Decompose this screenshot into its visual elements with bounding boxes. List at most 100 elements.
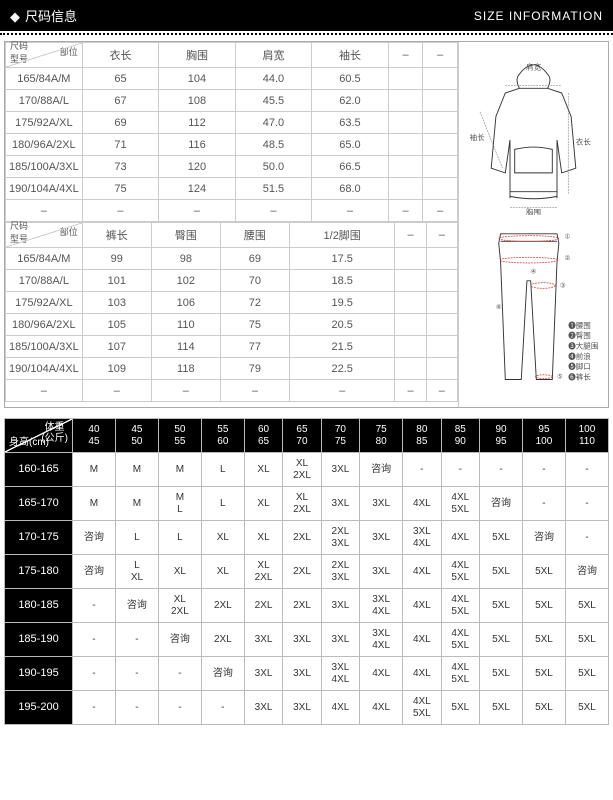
col-header: – [426, 223, 457, 248]
size-cell: 107 [82, 336, 151, 358]
rec-cell: 3XL [360, 555, 403, 589]
rec-cell: L [158, 521, 201, 555]
weight-header: 7075 [321, 419, 359, 453]
recommendation-section: 体重(公斤)身高(cm)4045455050555560606565707075… [4, 418, 609, 725]
rec-cell: M [73, 453, 116, 487]
rec-cell: 5XL [480, 623, 523, 657]
size-cell: 60.5 [312, 68, 389, 90]
top-size-table: 部位尺码型号衣长胸围肩宽袖长––165/84A/M6510444.060.517… [5, 42, 458, 222]
rec-cell: L [115, 521, 158, 555]
size-cell: 116 [159, 134, 236, 156]
col-header: – [388, 43, 423, 68]
rec-cell: 5XL [441, 691, 479, 725]
corner-cell: 部位尺码型号 [6, 43, 83, 68]
rec-cell: 3XL [360, 521, 403, 555]
svg-text:⑤: ⑤ [557, 373, 563, 381]
rec-cell: - [73, 657, 116, 691]
size-cell: 110 [151, 314, 220, 336]
rec-cell: 3XL [244, 623, 282, 657]
size-cell: – [423, 200, 458, 222]
size-cell [395, 314, 426, 336]
rec-cell: - [403, 453, 441, 487]
rec-cell: - [522, 487, 565, 521]
size-cell [423, 112, 458, 134]
size-cell: 114 [151, 336, 220, 358]
rec-cell: M [158, 453, 201, 487]
weight-header: 6570 [283, 419, 321, 453]
svg-text:①: ① [565, 233, 571, 241]
rec-cell: - [565, 487, 608, 521]
rec-cell: 2XL [283, 555, 321, 589]
title-en: SIZE INFORMATION [474, 9, 603, 23]
size-cell: 65 [82, 68, 159, 90]
rec-cell: 3XL [283, 657, 321, 691]
size-cell [388, 112, 423, 134]
size-cell: – [388, 200, 423, 222]
weight-header: 5055 [158, 419, 201, 453]
rec-cell: - [480, 453, 523, 487]
size-cell: – [151, 380, 220, 402]
size-cell: 73 [82, 156, 159, 178]
rec-cell: - [158, 657, 201, 691]
height-header: 180-185 [5, 589, 73, 623]
height-header: 175-180 [5, 555, 73, 589]
rec-cell: XL 2XL [283, 453, 321, 487]
size-cell: 98 [151, 248, 220, 270]
rec-cell: 咨询 [73, 521, 116, 555]
rec-cell: 咨询 [115, 589, 158, 623]
weight-header: 6065 [244, 419, 282, 453]
size-cell [395, 336, 426, 358]
rec-cell: 3XL [321, 487, 359, 521]
size-cell: 18.5 [289, 270, 395, 292]
rec-cell: XL [158, 555, 201, 589]
rec-cell: 5XL [480, 657, 523, 691]
rec-cell: 3XL 4XL [403, 521, 441, 555]
size-cell: – [312, 200, 389, 222]
size-cell: 63.5 [312, 112, 389, 134]
rec-cell: M [115, 453, 158, 487]
rec-cell: L [201, 453, 244, 487]
size-cell: – [235, 200, 312, 222]
size-cell: 75 [82, 178, 159, 200]
rec-cell: 4XL [403, 555, 441, 589]
svg-text:衣长: 衣长 [576, 137, 592, 147]
height-header: 190-195 [5, 657, 73, 691]
rec-cell: - [158, 691, 201, 725]
size-cell [423, 178, 458, 200]
rec-cell: 3XL [321, 589, 359, 623]
size-cell: 102 [151, 270, 220, 292]
legend-item: ❺脚口 [568, 361, 591, 371]
size-cell [426, 270, 457, 292]
size-cell: 50.0 [235, 156, 312, 178]
rec-cell: 咨询 [565, 555, 608, 589]
size-cell: 118 [151, 358, 220, 380]
col-header: 袖长 [312, 43, 389, 68]
size-cell: 175/92A/XL [6, 292, 83, 314]
rec-cell: 3XL 4XL [360, 589, 403, 623]
size-cell: – [159, 200, 236, 222]
size-cell: 65.0 [312, 134, 389, 156]
size-cell [426, 292, 457, 314]
rec-cell: - [115, 657, 158, 691]
legend-item: ❸大腿围 [568, 341, 598, 351]
size-tables-container: 部位尺码型号衣长胸围肩宽袖长––165/84A/M6510444.060.517… [5, 42, 458, 407]
size-cell: 190/104A/4XL [6, 178, 83, 200]
size-cell [395, 248, 426, 270]
rec-cell: 5XL [480, 521, 523, 555]
size-cell: 77 [220, 336, 289, 358]
size-cell: 51.5 [235, 178, 312, 200]
recommendation-table: 体重(公斤)身高(cm)4045455050555560606565707075… [4, 418, 609, 725]
size-cell [426, 314, 457, 336]
weight-header: 4550 [115, 419, 158, 453]
rec-cell: 2XL [201, 589, 244, 623]
svg-text:②: ② [565, 254, 571, 262]
size-cell [395, 270, 426, 292]
rec-cell: 5XL [480, 589, 523, 623]
size-cell: 21.5 [289, 336, 395, 358]
rec-cell: XL [244, 453, 282, 487]
rec-cell: 5XL [522, 555, 565, 589]
size-cell [426, 248, 457, 270]
rec-cell: 3XL [321, 453, 359, 487]
svg-text:③: ③ [560, 282, 566, 290]
size-cell: 47.0 [235, 112, 312, 134]
